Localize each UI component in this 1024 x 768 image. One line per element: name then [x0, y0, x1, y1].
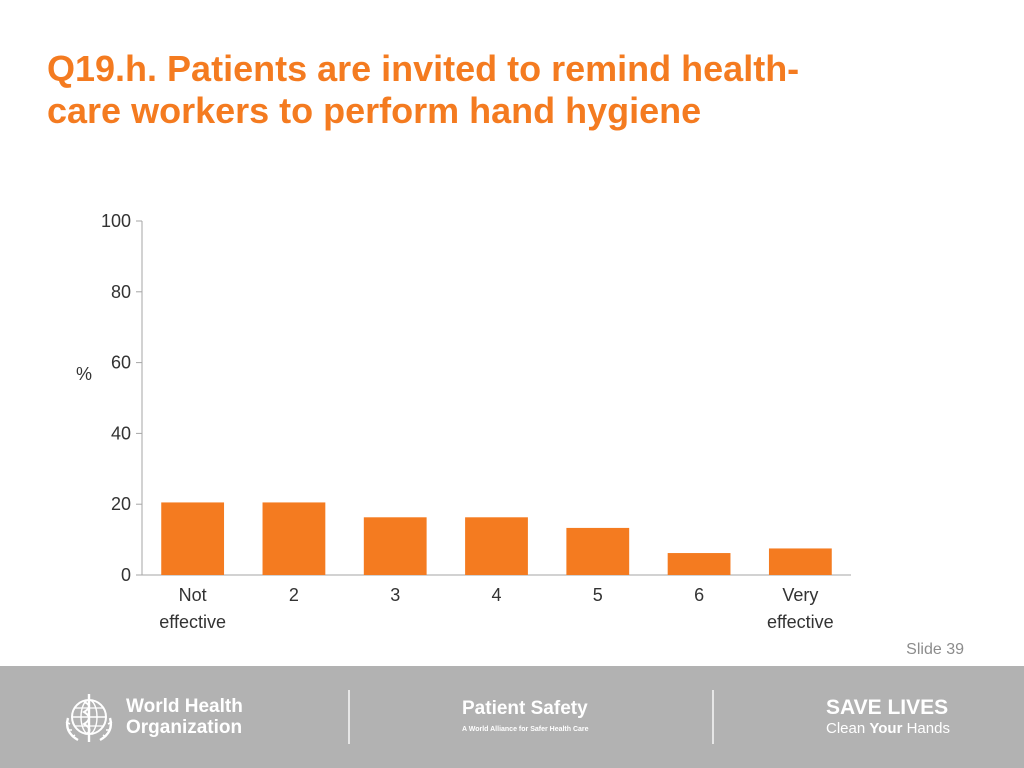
slide-title-line-2: care workers to perform hand hygiene [47, 90, 702, 131]
bar-chart: 0 20 40 60 80 100% Not effective 2 3 4 5 6 Very effect… [76, 211, 851, 632]
bar [161, 502, 225, 575]
x-tick-label: 6 [694, 585, 704, 605]
x-tick-label: Very [782, 585, 818, 605]
y-tick-label: 80 [111, 282, 131, 302]
footer-divider [348, 690, 350, 744]
y-axis-label: % [76, 364, 92, 384]
who-wordmark: World Health Organization [126, 696, 243, 738]
y-tick-label: 0 [121, 565, 131, 585]
x-tick-label: 5 [593, 585, 603, 605]
patient-safety-logo: Patient Safety A World Alliance for Safe… [462, 698, 589, 733]
save-lives-title: SAVE LIVES [826, 696, 949, 719]
x-tick-label: Not [179, 585, 207, 605]
slide-title: Q19.h. Patients are invited to remind he… [47, 48, 947, 132]
y-tick-label: 100 [101, 211, 131, 231]
save-lives-logo: SAVE LIVES Clean Your Hands [826, 696, 950, 739]
bar [465, 517, 528, 575]
x-tick-label: 4 [491, 585, 501, 605]
x-tick-label: 3 [390, 585, 400, 605]
y-tick-label: 60 [111, 353, 131, 373]
save-lives-sub-part-3: Hands [902, 720, 950, 737]
save-lives-sub-part-1: Clean [826, 720, 870, 737]
save-lives-sub-part-2: Your [869, 720, 903, 737]
save-lives-subtitle: Clean Your Hands [826, 719, 950, 739]
who-emblem-icon [65, 694, 113, 742]
bar [566, 527, 630, 575]
y-tick-label: 40 [111, 423, 131, 443]
x-tick-label: effective [767, 612, 834, 632]
footer-bar: World Health Organization Patient Safety… [0, 666, 1024, 768]
patient-safety-title: Patient Safety [462, 698, 588, 719]
patient-safety-subtitle: A World Alliance for Safer Health Care [462, 726, 589, 733]
who-name-line-1: World Health [126, 696, 243, 717]
slide-number: Slide 39 [906, 641, 964, 658]
footer-divider [712, 690, 714, 744]
bar [768, 548, 832, 575]
bar [363, 517, 427, 575]
bar [262, 502, 326, 575]
slide-title-line-1: Q19.h. Patients are invited to remind he… [47, 48, 800, 89]
x-tick-label: effective [159, 612, 226, 632]
bar [667, 553, 731, 575]
x-tick-label: 2 [289, 585, 299, 605]
who-name-line-2: Organization [126, 717, 243, 738]
y-tick-label: 20 [111, 494, 131, 514]
